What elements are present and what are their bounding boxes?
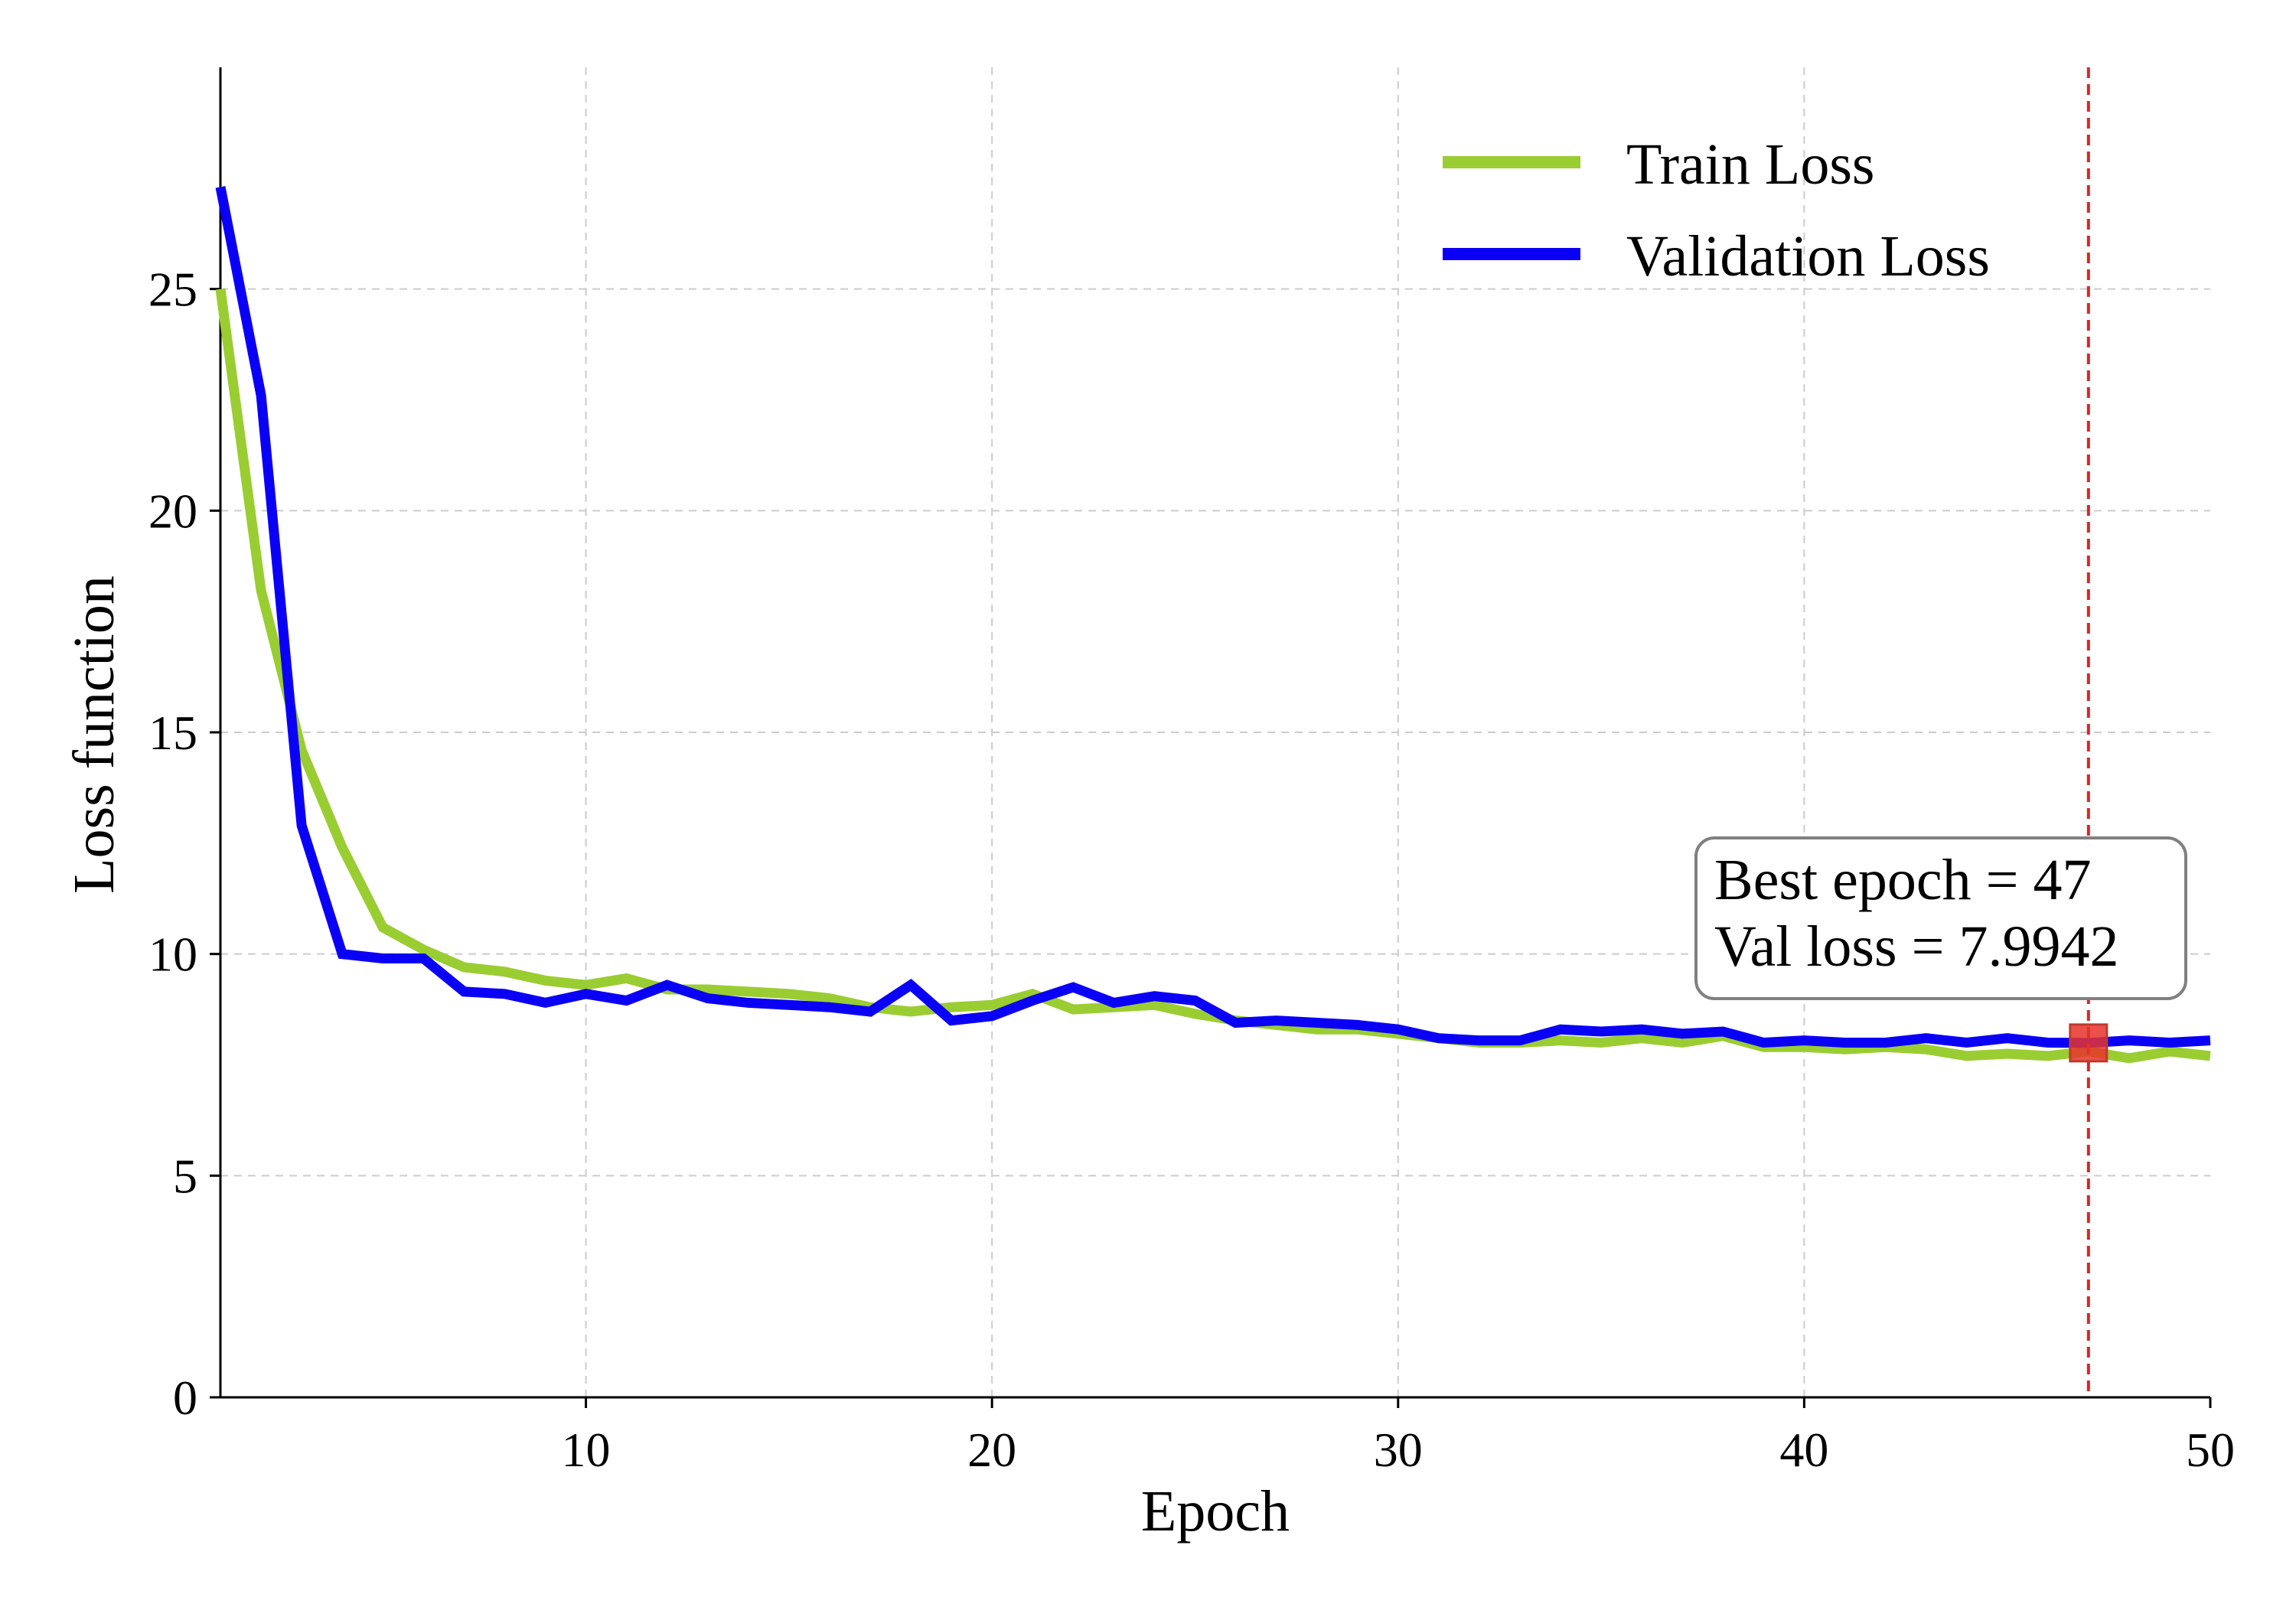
x-tick-label: 10 <box>562 1423 611 1477</box>
ticks: 0 5 10 15 20 25 10 20 30 40 50 <box>148 262 2235 1477</box>
series-line-validation-loss <box>215 186 2211 1048</box>
y-axis-title: Loss function <box>62 575 126 894</box>
x-tick-label: 50 <box>2186 1423 2235 1477</box>
y-tick-label: 0 <box>173 1371 197 1425</box>
y-tick-label: 10 <box>148 927 197 982</box>
y-tick-label: 20 <box>148 484 197 538</box>
y-tick-label: 5 <box>173 1149 197 1203</box>
legend-label-train: Train Loss <box>1626 132 1874 197</box>
y-tick-label: 25 <box>148 262 197 317</box>
annotation-line-best-epoch: Best epoch = 47 <box>1714 848 2091 912</box>
grid <box>220 67 2210 1397</box>
x-axis-title: Epoch <box>1141 1479 1290 1543</box>
annotation-line-val-loss: Val loss = 7.9942 <box>1714 914 2118 979</box>
series <box>215 186 2211 1064</box>
annotation-box <box>1694 836 2187 1000</box>
legend-label-validation: Validation Loss <box>1626 224 1990 288</box>
x-tick-label: 40 <box>1779 1423 1828 1477</box>
best-epoch-marker <box>2069 1023 2108 1063</box>
best-epoch <box>2069 67 2108 1397</box>
x-tick-label: 30 <box>1374 1423 1423 1477</box>
legend: Train Loss Validation Loss <box>1443 132 1990 288</box>
best-epoch-annotation: Best epoch = 47 Val loss = 7.9942 <box>1694 836 2187 1000</box>
x-tick-label: 20 <box>967 1423 1016 1477</box>
y-tick-label: 15 <box>148 706 197 760</box>
